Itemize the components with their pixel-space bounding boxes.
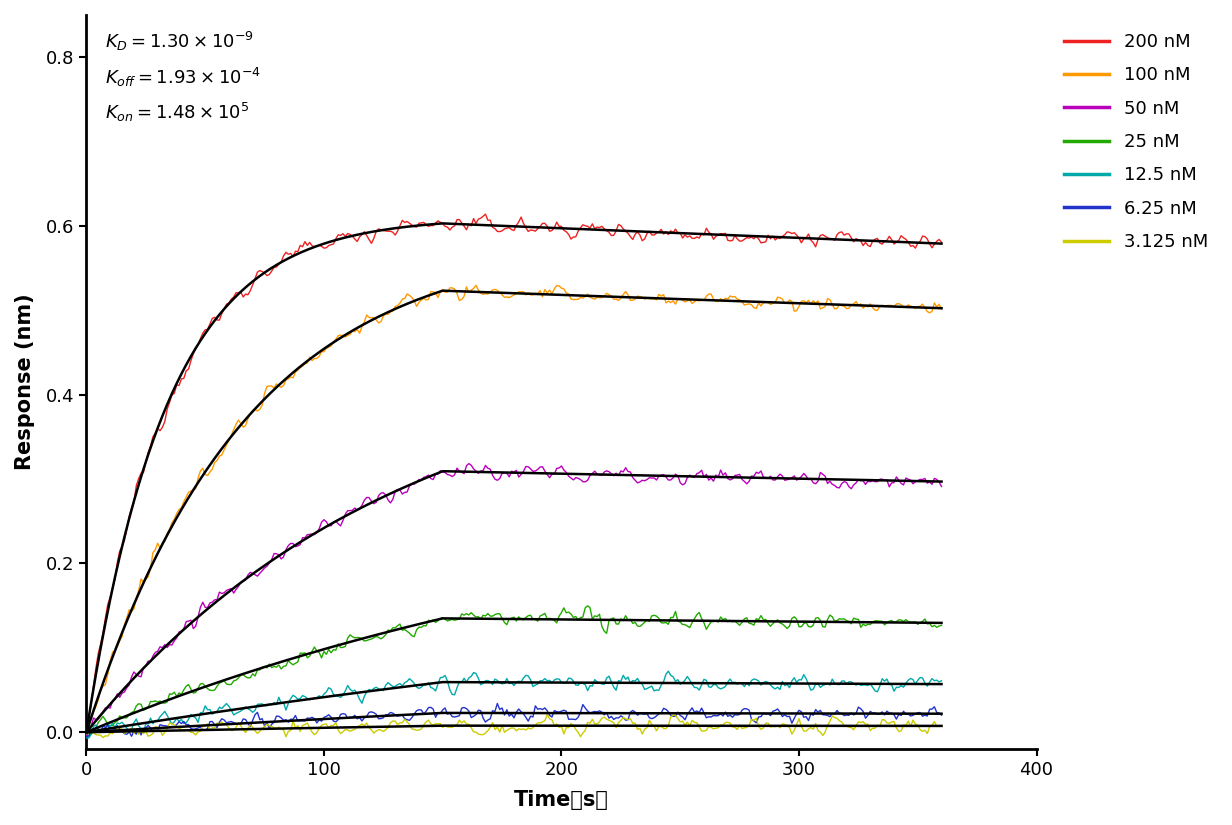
Legend: 200 nM, 100 nM, 50 nM, 25 nM, 12.5 nM, 6.25 nM, 3.125 nM: 200 nM, 100 nM, 50 nM, 25 nM, 12.5 nM, 6…: [1055, 24, 1217, 260]
X-axis label: Time（s）: Time（s）: [514, 790, 609, 810]
Y-axis label: Response (nm): Response (nm): [15, 294, 34, 470]
Text: $K_D=1.30\times10^{-9}$
$K_{off}=1.93\times10^{-4}$
$K_{on}=1.48\times10^5$: $K_D=1.30\times10^{-9}$ $K_{off}=1.93\ti…: [106, 30, 261, 125]
